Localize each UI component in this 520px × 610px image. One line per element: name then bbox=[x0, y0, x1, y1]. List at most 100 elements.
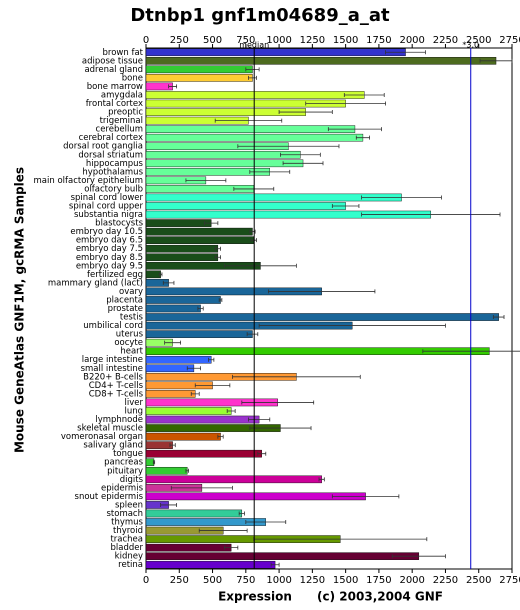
bar bbox=[145, 313, 499, 321]
category-label: spinal cord lower bbox=[71, 193, 144, 203]
bar bbox=[145, 244, 219, 253]
error-bar bbox=[170, 485, 233, 490]
category-label: uterus bbox=[116, 330, 144, 340]
category-label: large intestine bbox=[82, 355, 143, 365]
x-tick-label-top: 2250 bbox=[433, 35, 458, 46]
bar bbox=[145, 219, 212, 227]
error-bar bbox=[190, 391, 200, 396]
category-label: pancreas bbox=[104, 458, 143, 468]
category-label: fertilized egg bbox=[87, 270, 143, 280]
category-label: salivary gland bbox=[83, 441, 143, 451]
category-label: main olfactory epithelium bbox=[34, 176, 143, 186]
bar bbox=[145, 57, 497, 65]
category-label: cerebellum bbox=[96, 125, 143, 135]
error-bar bbox=[214, 246, 221, 251]
bar bbox=[145, 364, 195, 373]
x-tick-label-bottom: 1500 bbox=[333, 575, 358, 586]
category-label: placenta bbox=[106, 295, 143, 305]
category-label: bone marrow bbox=[87, 82, 143, 92]
category-label: small intestine bbox=[81, 364, 143, 374]
bar bbox=[145, 475, 322, 484]
error-bar bbox=[331, 494, 400, 499]
error-bar bbox=[218, 297, 223, 302]
category-label: B220+ B-cells bbox=[83, 372, 143, 382]
error-bar bbox=[249, 169, 291, 174]
error-bar bbox=[270, 562, 280, 567]
error-bar bbox=[198, 528, 248, 533]
category-label: CD4+ T-cells bbox=[89, 381, 144, 391]
error-bar bbox=[158, 272, 163, 277]
x-tick-label-bottom: 2250 bbox=[433, 575, 458, 586]
x-tick-label-top: 1000 bbox=[266, 35, 291, 46]
x-tick-label-bottom: 2000 bbox=[399, 575, 424, 586]
category-label: substantia nigra bbox=[74, 210, 143, 220]
x-tick-label-top: 2500 bbox=[466, 35, 491, 46]
reference-label: *3.0 bbox=[462, 41, 479, 50]
error-bar bbox=[160, 502, 178, 507]
x-tick-label-bottom: 500 bbox=[203, 575, 222, 586]
category-label: olfactory bulb bbox=[84, 184, 143, 194]
x-tick-label-bottom: 0 bbox=[143, 575, 149, 586]
bar bbox=[145, 91, 365, 99]
category-label: adrenal gland bbox=[84, 65, 143, 75]
category-label: dorsal striatum bbox=[78, 150, 143, 160]
bar bbox=[145, 202, 346, 210]
category-label: retina bbox=[118, 560, 143, 570]
bar bbox=[145, 270, 161, 279]
error-bar bbox=[204, 221, 219, 226]
error-bar bbox=[169, 443, 176, 448]
category-label: embryo day 10.5 bbox=[70, 227, 143, 237]
error-bar bbox=[245, 520, 287, 525]
category-label: bladder bbox=[111, 543, 144, 553]
error-bar bbox=[278, 110, 333, 115]
bar bbox=[145, 125, 356, 133]
category-label: liver bbox=[125, 398, 144, 408]
error-bar bbox=[391, 554, 446, 559]
category-label: spleen bbox=[115, 500, 143, 510]
bar bbox=[145, 560, 276, 569]
bar bbox=[145, 355, 212, 364]
category-label: thymus bbox=[111, 518, 143, 528]
x-tick-label-bottom: 1750 bbox=[366, 575, 391, 586]
x-tick-label-top: 1750 bbox=[366, 35, 391, 46]
x-tick-label-top: 500 bbox=[203, 35, 222, 46]
error-bar bbox=[186, 366, 201, 371]
bar bbox=[145, 330, 253, 338]
chart-title: Dtnbp1 gnf1m04689_a_at bbox=[130, 5, 390, 26]
category-label: embryo day 7.5 bbox=[76, 244, 143, 254]
bar bbox=[145, 65, 253, 74]
category-label: dorsal root ganglia bbox=[63, 142, 143, 152]
category-label: lymphnode bbox=[95, 415, 143, 425]
category-label: blastocysts bbox=[95, 219, 143, 229]
x-tick-label-top: 250 bbox=[170, 35, 189, 46]
error-bar bbox=[238, 511, 245, 516]
category-label: stomach bbox=[106, 509, 143, 519]
category-label: CD8+ T-cells bbox=[89, 389, 144, 399]
category-label: ovary bbox=[119, 287, 143, 297]
error-bar bbox=[152, 460, 156, 465]
bar bbox=[145, 415, 260, 424]
error-bar bbox=[197, 306, 204, 311]
x-tick-label-top: 1250 bbox=[300, 35, 325, 46]
error-bar bbox=[248, 417, 271, 422]
bar bbox=[145, 441, 173, 449]
bar bbox=[145, 432, 221, 441]
bar bbox=[145, 74, 253, 82]
x-axis-label: Expression bbox=[218, 590, 292, 604]
category-label: skeletal muscle bbox=[77, 424, 143, 434]
bar bbox=[145, 449, 262, 458]
error-bar bbox=[305, 101, 386, 106]
category-label: brown fat bbox=[103, 48, 144, 58]
x-tick-label-bottom: 750 bbox=[236, 575, 255, 586]
category-label: preoptic bbox=[108, 108, 143, 118]
category-label: hypothalamus bbox=[82, 167, 143, 177]
bar bbox=[145, 227, 253, 236]
bar bbox=[145, 150, 301, 159]
error-bar bbox=[226, 408, 236, 413]
error-bar bbox=[224, 263, 297, 268]
bar bbox=[145, 466, 188, 475]
category-label: mammary gland (lact) bbox=[48, 278, 143, 288]
category-label: prostate bbox=[108, 304, 143, 314]
error-bar bbox=[280, 152, 321, 157]
error-bar bbox=[246, 332, 259, 337]
